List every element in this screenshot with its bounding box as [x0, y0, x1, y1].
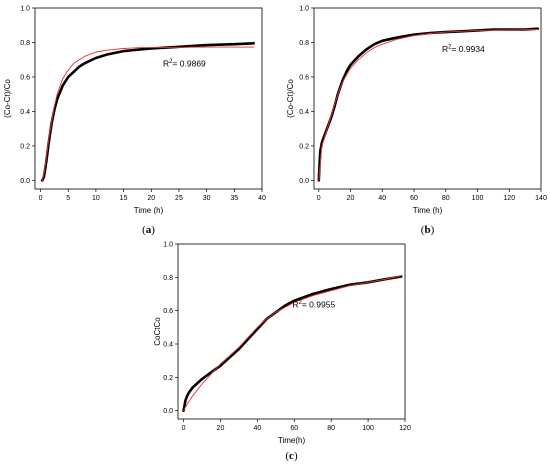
- x-tick-label: 10: [92, 195, 100, 202]
- x-tick-label: 30: [203, 195, 211, 202]
- x-tick-label: 140: [535, 195, 547, 202]
- fit-series-line: [318, 29, 539, 181]
- x-tick-label: 40: [258, 195, 266, 202]
- r-squared-annotation: R2= 0.9934: [442, 44, 485, 54]
- x-tick-label: 80: [327, 425, 335, 432]
- y-tick-label: 0.0: [163, 408, 173, 415]
- x-tick-label: 100: [362, 425, 374, 432]
- chart-panel-1: 0 5 10 15 20 25 30 35 40 0.0 0.2 0.4 0.6 0.8 1.0 Time (…: [3, 6, 266, 237]
- panel-label: (c): [285, 450, 298, 462]
- x-tick-label: 40: [378, 195, 386, 202]
- x-axis-label: Time (h): [134, 206, 164, 215]
- y-tick-label: 0.2: [163, 375, 173, 382]
- y-tick-label: 1.0: [299, 6, 309, 13]
- x-tick-label: 25: [175, 195, 183, 202]
- y-tick-label: 0.6: [299, 74, 309, 81]
- y-tick-label: 0.0: [299, 178, 309, 185]
- y-tick-label: 0.6: [20, 74, 30, 81]
- x-tick-label: 100: [472, 195, 484, 202]
- x-tick-label: 60: [290, 425, 298, 432]
- chart-panel-2: 0 20 40 60 80 100 120 140 0.0 0.2 0.4 0.6 0.8 1.0 Time…: [286, 6, 547, 237]
- x-axis-label: Time(h): [278, 436, 306, 445]
- x-tick-label: 20: [347, 195, 355, 202]
- x-tick-label: 80: [442, 195, 450, 202]
- x-tick-label: 120: [399, 425, 411, 432]
- x-tick-label: 35: [230, 195, 238, 202]
- y-tick-label: 1.0: [20, 6, 30, 13]
- y-axis-label: (Co-Ct)/Co: [286, 79, 295, 118]
- x-tick-label: 40: [253, 425, 261, 432]
- fit-series-line: [183, 275, 402, 412]
- y-tick-label: 0.4: [163, 342, 173, 349]
- data-series-line: [317, 27, 540, 182]
- x-tick-label: 5: [66, 195, 70, 202]
- x-tick-label: 20: [217, 425, 225, 432]
- y-tick-label: 0.6: [163, 308, 173, 315]
- plot-frame: [177, 243, 406, 420]
- x-tick-label: 15: [120, 195, 128, 202]
- x-tick-label: 0: [182, 425, 186, 432]
- r-squared-annotation: R2= 0.9955: [292, 300, 335, 310]
- plot-frame: [313, 7, 542, 190]
- y-tick-label: 0.2: [20, 143, 30, 150]
- x-tick-label: 0: [317, 195, 321, 202]
- y-tick-label: 0.2: [299, 143, 309, 150]
- y-tick-label: 0.8: [163, 275, 173, 282]
- y-tick-label: 0.8: [299, 40, 309, 47]
- x-tick-label: 120: [503, 195, 515, 202]
- y-axis-label: (Co-Ct)/Co: [3, 79, 12, 118]
- y-tick-label: 0.8: [20, 40, 30, 47]
- panel-label: (a): [142, 224, 155, 236]
- x-axis-label: Time (h): [413, 206, 443, 215]
- x-tick-label: 20: [147, 195, 155, 202]
- y-tick-label: 0.0: [20, 178, 30, 185]
- data-series-line: [182, 275, 403, 413]
- y-tick-label: 1.0: [163, 242, 173, 249]
- x-tick-label: 0: [39, 195, 43, 202]
- r-squared-annotation: R2= 0.9869: [163, 58, 206, 68]
- chart-panel-3: 0 20 40 60 80 100 120 0.0 0.2 0.4 0.6 0.8 1.0 Time(h)…: [153, 242, 411, 463]
- x-tick-label: 60: [410, 195, 418, 202]
- y-tick-label: 0.4: [299, 109, 309, 116]
- y-tick-label: 0.4: [20, 109, 30, 116]
- fit-series-line: [41, 46, 255, 181]
- panel-label: (b): [421, 224, 435, 236]
- y-axis-label: CoCtCo: [153, 317, 162, 346]
- data-series-line: [40, 41, 255, 182]
- plot-frame: [34, 7, 263, 190]
